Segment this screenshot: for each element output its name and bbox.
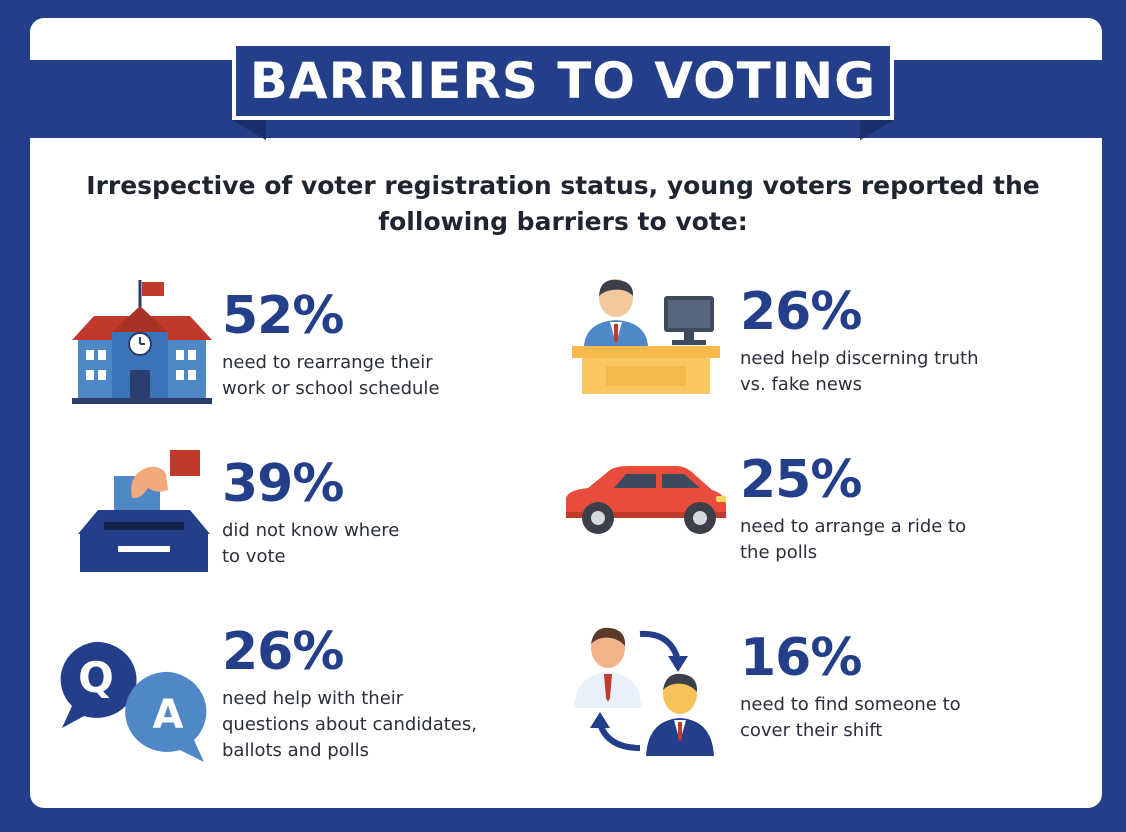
qa-bubbles-icon: Q A [60, 641, 207, 762]
stat-description: need to find someone to cover their shif… [740, 694, 961, 741]
stat-fake-news: 26% need help discerning truth vs. fake … [740, 284, 979, 398]
shift-swap-icon [574, 627, 714, 756]
stat-schedule: 52% need to rearrange their work or scho… [222, 288, 440, 402]
stat-questions: 26% need help with their questions about… [222, 624, 477, 764]
stat-percent: 26% [222, 622, 344, 682]
stat-description: need help with their questions about can… [222, 688, 477, 761]
stat-percent: 25% [740, 450, 862, 510]
school-icon [72, 280, 212, 404]
desk-computer-icon [572, 279, 720, 394]
stat-description: need help discerning truth vs. fake news [740, 348, 979, 395]
intro-text: Irrespective of voter registration statu… [86, 171, 1040, 236]
a-letter: A [153, 692, 184, 738]
stat-percent: 52% [222, 286, 344, 346]
ballot-box-icon [78, 450, 210, 572]
stat-percent: 16% [740, 628, 862, 688]
stat-description: need to rearrange their work or school s… [222, 352, 440, 399]
stat-ride: 25% need to arrange a ride to the polls [740, 452, 966, 566]
stat-shift: 16% need to find someone to cover their … [740, 630, 961, 744]
q-letter: Q [78, 653, 114, 702]
stat-where-to-vote: 39% did not know where to vote [222, 456, 399, 570]
ribbon-fold-left [232, 120, 266, 140]
page-title: BARRIERS TO VOTING [249, 52, 877, 110]
stat-percent: 39% [222, 454, 344, 514]
title-banner: BARRIERS TO VOTING [232, 42, 894, 120]
car-icon [566, 466, 726, 534]
infographic-card [30, 18, 1102, 808]
stat-description: did not know where to vote [222, 520, 400, 567]
stat-percent: 26% [740, 282, 862, 342]
stat-description: need to arrange a ride to the polls [740, 516, 967, 563]
ribbon-fold-right [860, 120, 894, 140]
